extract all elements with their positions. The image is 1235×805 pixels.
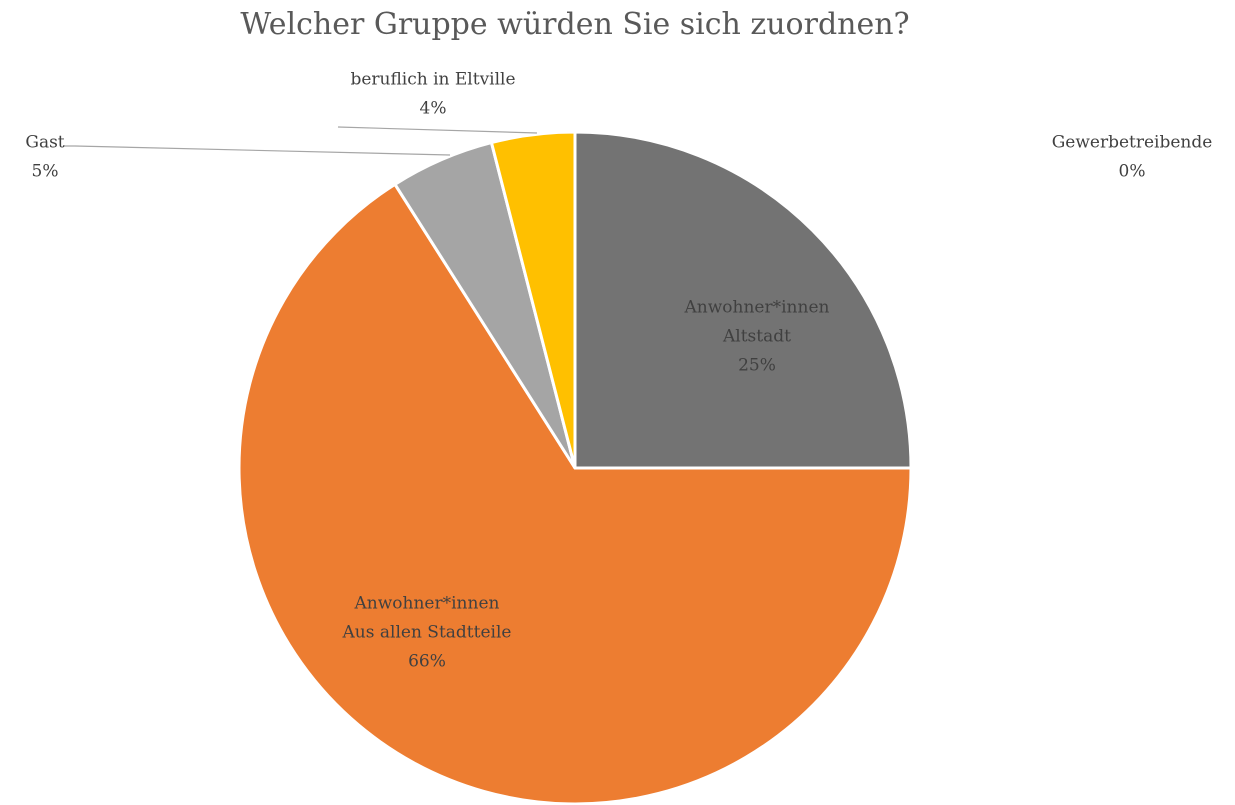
data-label: 4%: [420, 99, 447, 119]
data-label: 25%: [738, 356, 776, 376]
category-label: Anwohner*innen: [354, 594, 500, 614]
category-label: Altstadt: [722, 327, 791, 347]
data-label: 66%: [408, 652, 446, 672]
pie: [237, 130, 913, 805]
category-label: Aus allen Stadtteile: [342, 623, 512, 643]
chart-title: Welcher Gruppe würden Sie sich zuordnen?: [240, 7, 909, 42]
pie-slice: [237, 182, 913, 805]
pie-slice: [573, 130, 913, 470]
data-label: 5%: [32, 162, 59, 182]
category-label: Gewerbetreibende: [1052, 133, 1213, 153]
pie-slice: [489, 130, 577, 470]
category-label: beruflich in Eltville: [350, 70, 515, 90]
category-label: Gast: [25, 133, 64, 153]
leader-line: [63, 145, 451, 156]
data-label: 0%: [1119, 162, 1146, 182]
category-label: Anwohner*innen: [684, 298, 830, 318]
labels: Anwohner*innen Altstadt 25% Gewerbetreibend…: [25, 70, 1212, 672]
leader-line: [337, 126, 538, 134]
